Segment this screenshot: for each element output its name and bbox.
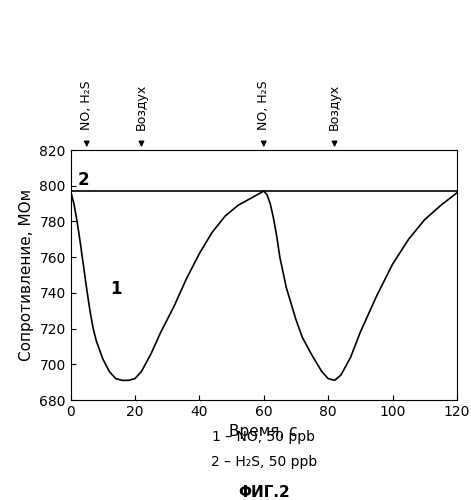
Text: 2: 2 (78, 172, 89, 190)
Text: NO, H₂S: NO, H₂S (80, 80, 93, 130)
Text: Воздух: Воздух (135, 84, 148, 130)
Y-axis label: Сопротивление, МОм: Сопротивление, МОм (19, 189, 34, 361)
Text: 2 – H₂S, 50 ppb: 2 – H₂S, 50 ppb (211, 455, 317, 469)
Text: Воздух: Воздух (328, 84, 341, 130)
Text: 1: 1 (110, 280, 122, 298)
X-axis label: Время, с: Время, с (229, 424, 298, 440)
Text: NO, H₂S: NO, H₂S (257, 80, 270, 130)
Text: 1 – NO, 50 ppb: 1 – NO, 50 ppb (212, 430, 315, 444)
Text: ΦИГ.2: ΦИГ.2 (238, 485, 290, 500)
